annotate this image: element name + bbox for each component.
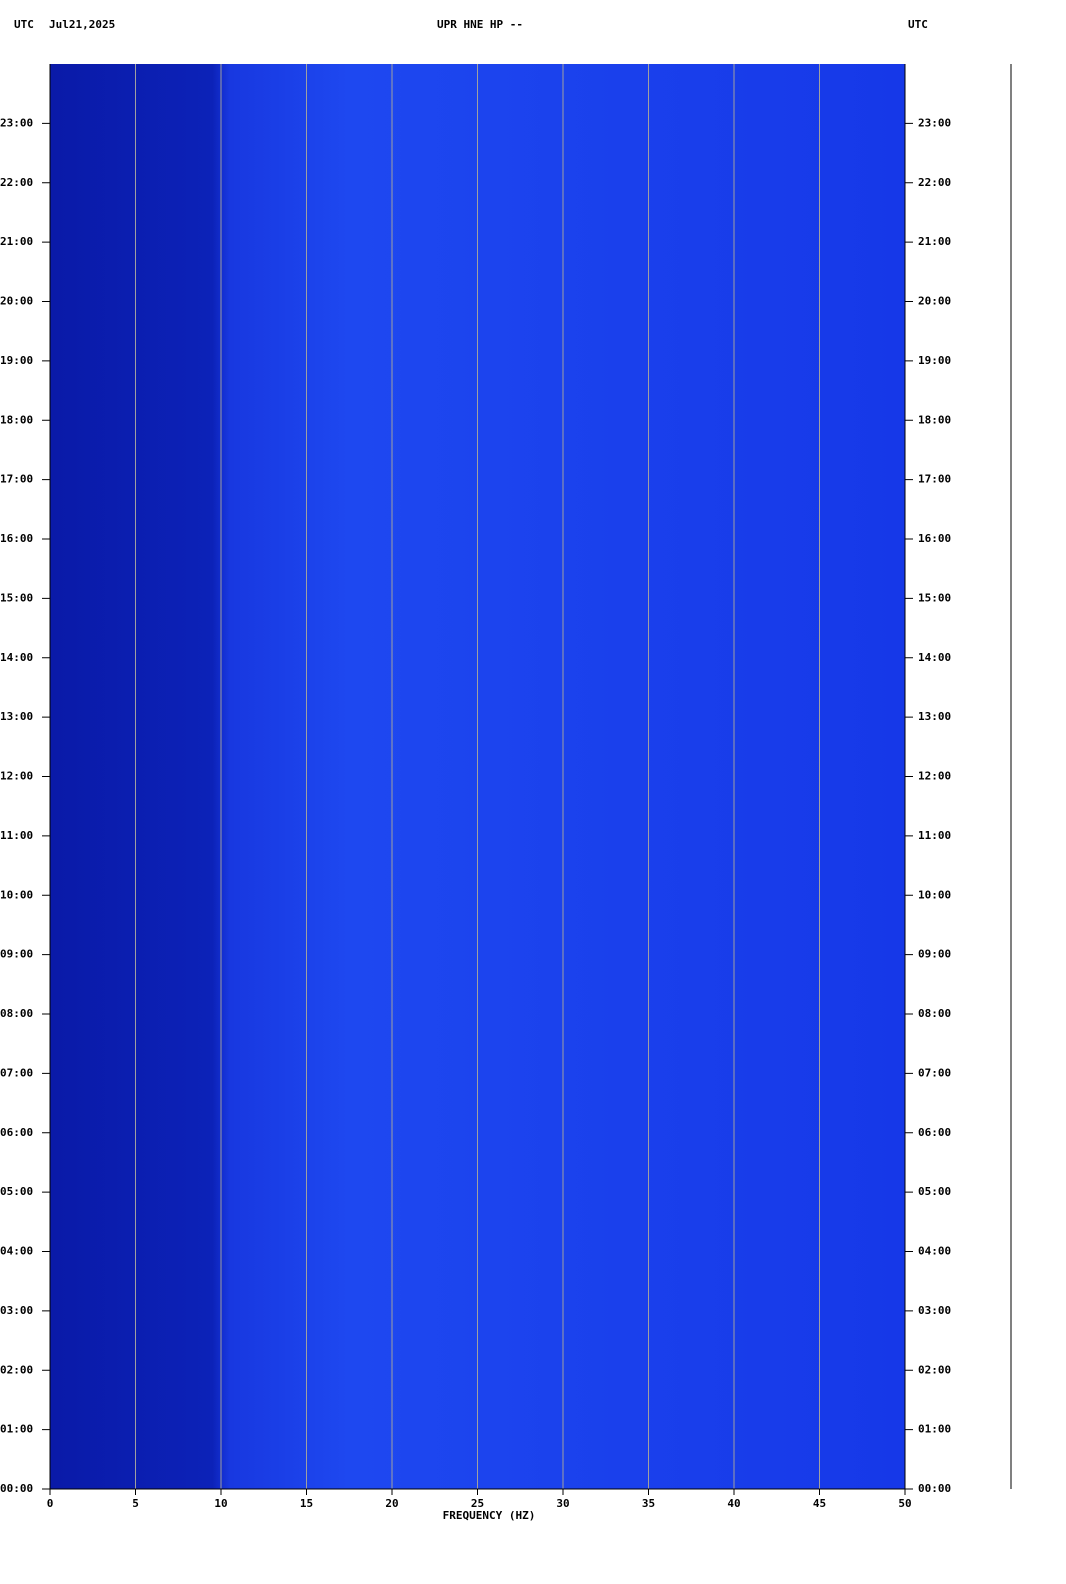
x-tick-label: 30: [556, 1497, 569, 1510]
y-tick-label: 21:00: [0, 235, 33, 248]
y-tick-label: 04:00: [918, 1245, 951, 1258]
y-tick-label: 21:00: [918, 235, 951, 248]
y-tick-label: 22:00: [0, 176, 33, 189]
y-tick-label: 12:00: [0, 770, 33, 783]
x-tick-label: 0: [47, 1497, 54, 1510]
x-tick-label: 5: [132, 1497, 139, 1510]
x-axis-label: FREQUENCY (HZ): [443, 1509, 536, 1522]
y-tick-label: 18:00: [0, 413, 33, 426]
y-tick-label: 00:00: [0, 1482, 33, 1495]
y-tick-label: 16:00: [0, 532, 33, 545]
y-tick-label: 16:00: [918, 532, 951, 545]
y-tick-label: 04:00: [0, 1245, 33, 1258]
timezone-label-left: UTC: [14, 18, 34, 31]
y-tick-label: 15:00: [0, 591, 33, 604]
y-tick-label: 14:00: [918, 651, 951, 664]
y-tick-label: 05:00: [0, 1185, 33, 1198]
y-tick-label: 02:00: [0, 1363, 33, 1376]
y-tick-label: 17:00: [918, 473, 951, 486]
y-tick-label: 01:00: [0, 1423, 33, 1436]
y-tick-label: 12:00: [918, 770, 951, 783]
y-tick-label: 08:00: [918, 1007, 951, 1020]
y-tick-label: 05:00: [918, 1185, 951, 1198]
y-tick-label: 06:00: [918, 1126, 951, 1139]
timezone-label-right: UTC: [908, 18, 928, 31]
y-tick-label: 01:00: [918, 1423, 951, 1436]
y-tick-label: 20:00: [0, 295, 33, 308]
y-tick-label: 22:00: [918, 176, 951, 189]
y-tick-label: 09:00: [0, 948, 33, 961]
chart-title: UPR HNE HP --: [437, 18, 523, 31]
x-tick-label: 25: [471, 1497, 484, 1510]
y-tick-label: 20:00: [918, 295, 951, 308]
y-tick-label: 11:00: [918, 829, 951, 842]
y-tick-label: 19:00: [0, 354, 33, 367]
y-tick-label: 23:00: [0, 116, 33, 129]
y-tick-label: 07:00: [0, 1066, 33, 1079]
y-tick-label: 11:00: [0, 829, 33, 842]
x-tick-label: 10: [214, 1497, 227, 1510]
y-tick-label: 06:00: [0, 1126, 33, 1139]
y-tick-label: 17:00: [0, 473, 33, 486]
x-tick-label: 40: [727, 1497, 740, 1510]
x-tick-label: 45: [813, 1497, 826, 1510]
y-tick-label: 10:00: [0, 888, 33, 901]
y-tick-label: 23:00: [918, 116, 951, 129]
y-tick-label: 14:00: [0, 651, 33, 664]
y-tick-label: 13:00: [0, 710, 33, 723]
x-tick-label: 35: [642, 1497, 655, 1510]
y-tick-label: 13:00: [918, 710, 951, 723]
y-tick-label: 07:00: [918, 1066, 951, 1079]
y-tick-label: 02:00: [918, 1363, 951, 1376]
y-tick-label: 18:00: [918, 413, 951, 426]
y-tick-label: 10:00: [918, 888, 951, 901]
y-tick-label: 09:00: [918, 948, 951, 961]
y-tick-label: 19:00: [918, 354, 951, 367]
y-tick-label: 03:00: [0, 1304, 33, 1317]
y-tick-label: 15:00: [918, 591, 951, 604]
y-tick-label: 00:00: [918, 1482, 951, 1495]
date-label: Jul21,2025: [49, 18, 115, 31]
y-tick-label: 08:00: [0, 1007, 33, 1020]
y-tick-label: 03:00: [918, 1304, 951, 1317]
x-tick-label: 50: [898, 1497, 911, 1510]
x-tick-label: 20: [385, 1497, 398, 1510]
x-tick-label: 15: [300, 1497, 313, 1510]
